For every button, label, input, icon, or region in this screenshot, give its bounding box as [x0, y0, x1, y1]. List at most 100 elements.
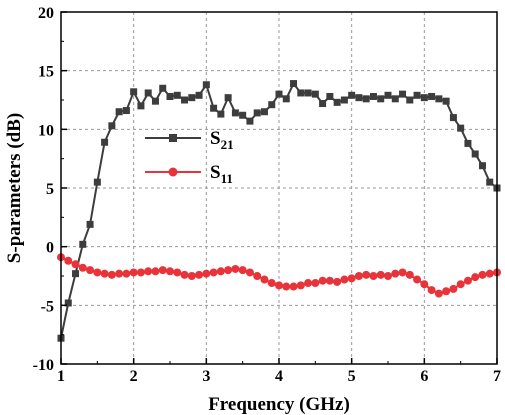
point-s21 — [101, 138, 109, 146]
point-s21 — [181, 96, 189, 104]
point-s11 — [347, 274, 356, 283]
point-s21 — [464, 139, 472, 147]
point-s11 — [86, 266, 95, 275]
x-tick-label: 6 — [420, 368, 428, 385]
x-tick-label: 3 — [202, 368, 210, 385]
series-layer — [57, 80, 501, 342]
y-tick-label: 15 — [38, 64, 54, 81]
point-s21 — [348, 91, 356, 99]
point-s11 — [325, 276, 334, 285]
point-s11 — [471, 273, 480, 282]
point-s11 — [180, 270, 189, 279]
point-s21 — [231, 109, 239, 117]
point-s11 — [391, 269, 400, 278]
point-s21 — [297, 89, 305, 97]
point-s21 — [151, 97, 159, 105]
point-s11 — [64, 256, 73, 265]
point-s21 — [246, 117, 254, 125]
point-s21 — [275, 90, 283, 98]
y-tick-label: -10 — [33, 357, 54, 374]
point-s21 — [449, 114, 457, 122]
point-s21 — [188, 94, 196, 102]
ticks — [60, 11, 498, 365]
point-s11 — [151, 267, 160, 276]
point-s11 — [362, 270, 371, 279]
point-s11 — [485, 269, 494, 278]
point-s11 — [71, 260, 80, 269]
y-tick-label: -5 — [41, 298, 54, 315]
y-tick-label: 20 — [38, 5, 54, 22]
point-s11 — [209, 268, 218, 277]
point-s21 — [144, 89, 152, 97]
point-s21 — [391, 95, 399, 103]
legend-s21-sub: 21 — [221, 137, 234, 152]
point-s21 — [282, 95, 290, 103]
point-s11 — [456, 280, 465, 289]
point-s21 — [486, 178, 494, 186]
point-s11 — [434, 289, 443, 298]
point-s21 — [435, 95, 443, 103]
point-s11 — [187, 272, 196, 280]
point-s21 — [93, 178, 101, 186]
point-s21 — [384, 91, 392, 99]
point-s11 — [173, 268, 182, 277]
point-s11 — [384, 272, 392, 280]
point-s21 — [413, 91, 421, 99]
legend-label-s11: S11 — [210, 162, 233, 186]
point-s11 — [427, 286, 436, 295]
legend-s21-main: S — [210, 128, 221, 149]
point-s21 — [355, 94, 363, 102]
legend-marker-s11 — [168, 167, 178, 177]
point-s11 — [311, 279, 320, 288]
x-tick-label: 5 — [348, 368, 356, 385]
point-s11 — [166, 267, 174, 276]
point-s11 — [129, 268, 138, 277]
grid — [61, 12, 497, 364]
point-s21 — [260, 108, 268, 116]
point-s11 — [463, 276, 472, 285]
y-tick-label: 0 — [46, 240, 54, 257]
point-s11 — [296, 281, 305, 290]
point-s11 — [267, 279, 276, 288]
point-s11 — [231, 264, 240, 273]
point-s21 — [253, 109, 261, 117]
point-s21 — [202, 81, 210, 89]
point-s21 — [457, 124, 465, 132]
legend-item-s11: S11 — [145, 162, 233, 186]
point-s11 — [195, 270, 204, 279]
point-s21 — [159, 84, 167, 92]
point-s11 — [275, 281, 283, 290]
point-s11 — [158, 266, 167, 275]
point-s11 — [333, 277, 342, 286]
point-s21 — [377, 95, 385, 103]
point-s21 — [72, 270, 80, 278]
point-s21 — [122, 107, 130, 115]
point-s21 — [115, 108, 123, 116]
point-s11 — [216, 267, 225, 276]
point-s21 — [399, 90, 407, 98]
point-s11 — [413, 275, 422, 284]
point-s21 — [471, 150, 479, 158]
point-s11 — [449, 284, 458, 293]
point-s11 — [202, 269, 211, 278]
point-s11 — [318, 276, 327, 285]
point-s21 — [217, 110, 225, 118]
point-s21 — [311, 90, 319, 98]
y-tick-label: 5 — [46, 181, 54, 198]
point-s21 — [369, 92, 377, 100]
series-s11 — [57, 253, 501, 298]
point-s11 — [100, 269, 109, 278]
point-s21 — [319, 100, 327, 108]
point-s11 — [405, 270, 414, 279]
point-s21 — [64, 299, 72, 307]
point-s21 — [86, 220, 94, 228]
point-s11 — [224, 266, 233, 275]
point-s21 — [406, 96, 414, 104]
legend-s11-sub: 11 — [221, 171, 233, 186]
point-s21 — [195, 91, 203, 99]
x-axis-title: Frequency (GHz) — [208, 394, 350, 415]
point-s21 — [304, 89, 312, 97]
point-s21 — [166, 92, 174, 100]
point-s21 — [239, 111, 247, 119]
